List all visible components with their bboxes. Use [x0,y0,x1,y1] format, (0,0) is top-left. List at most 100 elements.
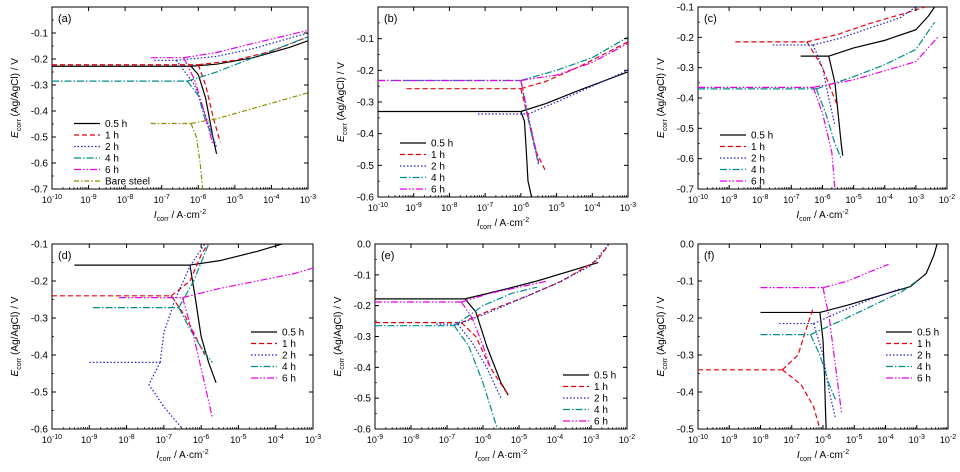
y-axis-label: Ecorr (Ag/AgCl) / V [336,62,349,142]
y-tick-label: -0.5 [677,425,695,436]
x-tick-label: 10-4 [547,434,563,445]
x-tick-label: 10-3 [305,434,321,445]
chart-panel: 10-10 10-9 10-8 10-7 10-6 10-5 10-4 10-3 10-2 -0.… [656,3,955,224]
legend: 0.5 h1 h2 h4 h6 h [563,371,616,428]
series-group [698,7,939,189]
x-tick-label: 10-7 [477,202,493,213]
x-tick-label: 10-6 [815,434,831,445]
y-axis-label: Ecorr (Ag/AgCl) / V [656,58,669,138]
y-tick-label: -0.3 [354,332,372,343]
y-tick-label: -0.6 [31,425,49,436]
x-tick-label: 10-5 [227,194,243,205]
x-tick-label: 10-9 [721,194,737,205]
series-line [93,244,213,363]
legend-entry: 4 h [105,154,119,165]
legend-entry: 1 h [282,339,296,350]
y-axis-label: Ecorr (Ag/AgCl) / V [333,296,346,376]
x-tick-label: 10-7 [439,434,455,445]
x-tick-label: 10-8 [752,434,768,445]
legend: 0.5 h1 h2 h4 h6 h [886,328,939,385]
legend-entry: 6 h [105,165,119,176]
series-line [52,36,308,138]
series-line [119,267,313,419]
legend-entry: 4 h [431,173,445,184]
legend-entry: 4 h [594,405,608,416]
x-axis-label: Icorr / A·cm-2 [477,217,529,231]
x-tick-label: 10-7 [156,434,172,445]
y-tick-label: -0.4 [31,351,49,362]
y-tick-label: -0.2 [354,301,372,312]
y-tick-label: -0.5 [31,388,49,399]
series-line [760,244,938,429]
x-tick-label: 10-5 [511,434,527,445]
x-tick-label: 10-4 [877,194,893,205]
series-line [150,29,308,145]
series-line [698,36,939,189]
y-tick-label: -0.5 [677,124,695,135]
y-tick-label: -0.4 [31,107,49,118]
series-line [779,287,902,419]
y-tick-label: -0.4 [677,94,695,105]
x-axis-label: Icorr / A·cm-2 [156,449,208,463]
plot-frame [51,243,314,430]
y-tick-label: -0.1 [677,3,695,14]
series-line [375,280,548,368]
series-line [772,7,917,126]
series-line [52,40,308,155]
chart-panel: 10-10 10-9 10-8 10-7 10-6 10-5 10-4 10-3 -0.7 -0.… [10,6,316,223]
series-line [760,280,918,400]
x-tick-label: 10-10 [368,202,388,213]
series-group [375,244,610,429]
series-line [436,244,610,399]
legend-entry: 0.5 h [594,371,616,382]
x-tick-label: 10-6 [513,202,529,213]
x-tick-label: 10-10 [688,194,708,205]
y-tick-label: -0.2 [677,33,695,44]
plot-frame [374,243,628,430]
y-axis-label: Ecorr (Ag/AgCl) / V [656,296,669,376]
x-tick-label: 10-4 [263,194,279,205]
y-tick-label: -0.3 [677,351,695,362]
y-tick-label: -0.1 [354,270,372,281]
x-tick-label: 10-3 [300,194,316,205]
x-tick-label: 10-4 [877,434,893,445]
x-tick-label: 10-6 [814,194,830,205]
legend-entry: 6 h [431,185,445,196]
x-tick-label: 10-5 [548,202,564,213]
y-tick-label: -0.1 [31,240,49,251]
chart-panel: 10-10 10-9 10-8 10-7 10-6 10-5 10-4 10-3 -0.6 -0.… [336,6,636,231]
panel-label: (b) [384,13,397,25]
legend-entry: 0.5 h [105,119,127,130]
series-line [800,7,936,156]
x-tick-label: 10-3 [909,434,925,445]
y-tick-label: -0.2 [677,314,695,325]
legend-entry: 2 h [594,394,608,405]
panel-label: (e) [381,250,394,262]
series-line [52,36,308,143]
legend-entry: 0.5 h [917,328,939,339]
chart-panel: 10-9 10-8 10-7 10-6 10-5 10-4 10-3 10-2 -0.6 -0.5… [333,240,635,464]
x-tick-label: 10-8 [403,434,419,445]
y-tick-label: -0.2 [31,277,49,288]
x-tick-label: 10-8 [118,434,134,445]
x-tick-label: 10-7 [784,434,800,445]
y-tick-label: -0.5 [354,394,372,405]
y-tick-label: -0.2 [31,55,49,66]
x-tick-label: 10-8 [441,202,457,213]
y-tick-label: -0.3 [357,98,375,109]
series-line [89,244,206,429]
legend-entry: 4 h [917,362,931,373]
y-tick-label: -0.1 [31,29,49,40]
legend-entry: 1 h [751,142,765,153]
legend-entry: 0.5 h [431,139,453,150]
legend-entry: 2 h [917,351,931,362]
series-line [154,32,308,148]
x-tick-label: 10-9 [406,202,422,213]
legend-entry: 4 h [751,165,765,176]
x-axis-label: Icorr / A·cm-2 [796,209,848,223]
legend-entry: 1 h [105,131,119,142]
y-tick-label: -0.4 [357,129,375,140]
panel-label: (d) [58,250,71,262]
x-tick-label: 10-3 [620,202,636,213]
